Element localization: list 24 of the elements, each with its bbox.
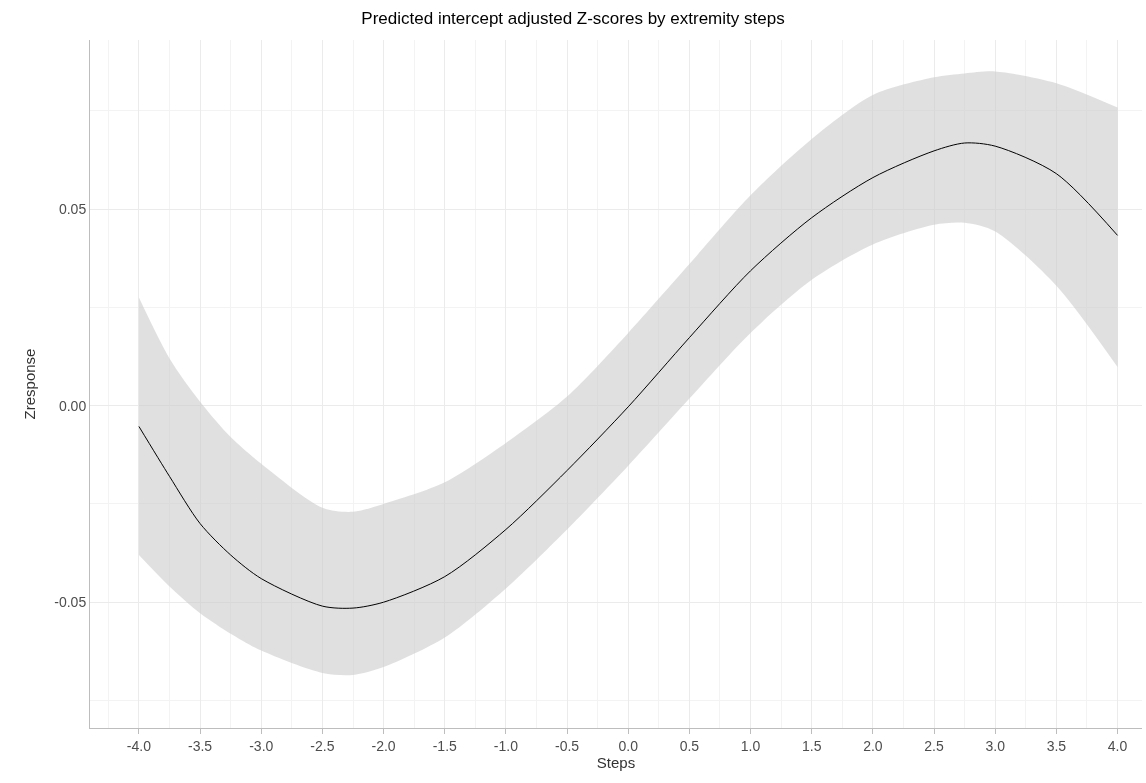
x-tick-label: 2.5 — [924, 737, 944, 754]
line-series — [138, 142, 1119, 609]
x-tick-label: 1.5 — [801, 737, 822, 754]
x-tick-label: 4.0 — [1107, 737, 1128, 754]
x-tick-label: -1.0 — [493, 737, 519, 754]
x-tick-label: 3.0 — [985, 737, 1006, 754]
y-tick-label: 0.05 — [58, 200, 87, 217]
x-tick-label: -4.0 — [126, 737, 152, 754]
x-tick-label: -0.5 — [555, 737, 580, 754]
x-tick-label: 3.5 — [1046, 737, 1067, 754]
y-tick-label: 0.00 — [58, 397, 87, 414]
x-tick-label: 2.0 — [863, 737, 883, 754]
y-axis-title: Zresponse — [20, 348, 38, 420]
x-axis-title: Steps — [596, 753, 636, 771]
y-tick-label: -0.05 — [54, 594, 87, 611]
x-tick-label: -2.0 — [371, 737, 396, 754]
x-tick-label: 0.5 — [679, 737, 700, 754]
x-tick-label: -3.5 — [188, 737, 213, 754]
x-tick-label: 1.0 — [740, 737, 761, 754]
x-tick-label: -1.5 — [432, 737, 458, 754]
chart-title: Predicted intercept adjusted Z-scores by extremity steps — [361, 8, 785, 28]
x-tick-label: -2.5 — [310, 737, 335, 754]
x-tick-label: -3.0 — [249, 737, 274, 754]
x-tick-label: 0.0 — [618, 737, 639, 754]
